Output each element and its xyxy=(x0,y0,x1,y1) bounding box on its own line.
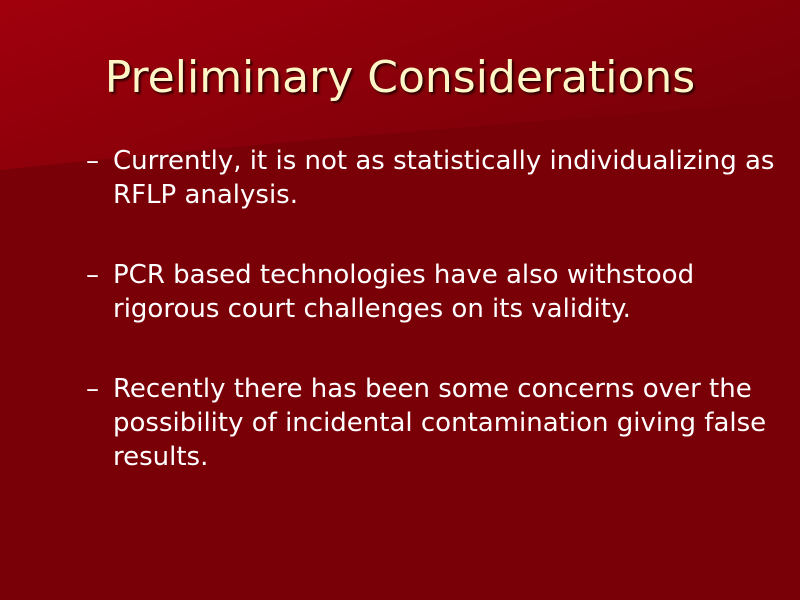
bullet-text: Currently, it is not as statistically in… xyxy=(113,146,775,210)
bullet-text: PCR based technologies have also withsto… xyxy=(113,260,695,324)
bullet-item: – Currently, it is not as statistically … xyxy=(86,144,776,212)
bullet-dash: – xyxy=(86,260,99,290)
bullet-item: – Recently there has been some concerns … xyxy=(86,372,776,474)
bullet-dash: – xyxy=(86,374,99,404)
bullet-text: Recently there has been some concerns ov… xyxy=(113,374,767,472)
bullet-item: – PCR based technologies have also withs… xyxy=(86,258,776,326)
slide-title: Preliminary Considerations xyxy=(104,52,696,103)
bullet-dash: – xyxy=(86,146,99,176)
bullet-list: – Currently, it is not as statistically … xyxy=(86,144,776,520)
